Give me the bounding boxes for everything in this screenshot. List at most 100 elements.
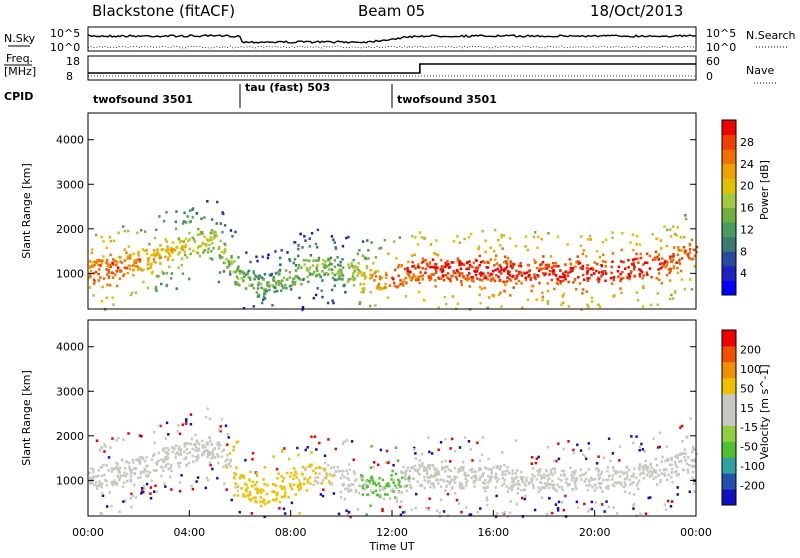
velocity-cell: [439, 440, 443, 444]
velocity-cell: [632, 472, 635, 476]
power-cell: [98, 264, 102, 267]
velocity-cell: [240, 487, 243, 490]
velocity-cell: [309, 482, 312, 485]
velocity-cell: [453, 466, 457, 470]
power-cell: [288, 271, 292, 274]
velocity-cell: [397, 478, 400, 482]
velocity-cell: [635, 435, 638, 438]
freq-unit-label: [MHz]: [4, 65, 36, 78]
power-cell: [612, 278, 615, 282]
power-cell: [575, 261, 578, 264]
velocity-cell: [154, 484, 157, 488]
velocity-cell: [189, 442, 193, 446]
velocity-cell: [683, 448, 687, 452]
power-cell: [661, 257, 664, 260]
power-cell: [416, 243, 420, 246]
velocity-cell: [209, 452, 212, 455]
velocity-cell: [674, 463, 677, 467]
velocity-cell: [167, 448, 171, 452]
velocity-cell: [429, 485, 432, 489]
power-cell: [262, 295, 266, 298]
velocity-cell: [533, 475, 536, 478]
power-cell: [660, 281, 663, 285]
velocity-cell: [178, 481, 182, 484]
velocity-cell: [512, 479, 515, 483]
velocity-cell: [392, 481, 395, 485]
power-cell: [621, 231, 624, 235]
velocity-cell: [425, 468, 428, 471]
power-cell: [665, 264, 669, 267]
colorbar-tick: 16: [740, 202, 754, 215]
power-cell: [129, 264, 132, 268]
power-cell: [466, 274, 469, 277]
velocity-cell: [165, 451, 168, 454]
power-cell: [468, 263, 472, 267]
velocity-cell: [374, 489, 378, 493]
power-cell: [541, 298, 544, 302]
power-cell: [379, 246, 383, 250]
power-cell: [505, 260, 508, 263]
velocity-cell: [656, 446, 660, 449]
power-cell: [102, 255, 105, 258]
power-cell: [286, 251, 289, 254]
xtick-label: 16:00: [477, 526, 509, 539]
velocity-cell: [162, 447, 165, 451]
power-cell: [692, 257, 695, 261]
velocity-cell: [178, 445, 181, 449]
power-cell: [324, 260, 327, 264]
velocity-cell: [357, 491, 361, 495]
power-cell: [195, 212, 199, 215]
velocity-cell: [550, 511, 554, 515]
power-cell: [692, 248, 696, 252]
velocity-cell: [194, 449, 197, 452]
power-cell: [137, 250, 140, 254]
power-cell: [497, 238, 500, 242]
velocity-cell: [205, 441, 208, 445]
velocity-cell: [543, 482, 547, 485]
power-cell: [668, 271, 671, 274]
power-cell: [561, 294, 565, 298]
velocity-cell: [622, 472, 626, 475]
velocity-cell: [240, 474, 243, 477]
velocity-cell: [294, 470, 297, 473]
power-cell: [255, 275, 258, 279]
velocity-cell: [371, 479, 375, 483]
velocity-cell: [515, 502, 518, 506]
power-cell: [440, 258, 443, 262]
velocity-cell: [654, 476, 658, 479]
velocity-cell: [201, 446, 204, 449]
velocity-cell: [426, 476, 430, 479]
velocity-cell: [639, 512, 642, 516]
velocity-cell: [314, 476, 317, 479]
power-cell: [464, 277, 467, 281]
power-cell: [137, 254, 140, 257]
power-cell: [590, 273, 593, 277]
power-cell: [480, 287, 484, 291]
velocity-cell: [549, 468, 553, 472]
velocity-cell: [310, 463, 313, 467]
power-cell: [508, 274, 512, 277]
velocity-cell: [420, 452, 424, 456]
power-cell: [154, 287, 158, 291]
power-cell: [341, 278, 344, 281]
velocity-cell: [254, 496, 257, 499]
velocity-cell: [428, 497, 431, 501]
velocity-cell: [392, 479, 396, 482]
velocity-cell: [571, 488, 575, 491]
power-cell: [336, 255, 339, 259]
power-cell: [263, 272, 267, 276]
velocity-cell: [180, 473, 183, 477]
power-cell: [428, 278, 431, 282]
power-cell: [484, 276, 488, 280]
velocity-cell: [234, 482, 237, 485]
power-cell: [578, 261, 582, 265]
power-cell: [628, 274, 631, 278]
velocity-cell: [572, 451, 575, 455]
power-cell: [382, 286, 385, 290]
velocity-cell: [115, 483, 119, 486]
power-cell: [222, 270, 226, 273]
velocity-cell: [387, 482, 390, 485]
power-cell: [463, 237, 466, 241]
velocity-cell: [422, 466, 426, 469]
velocity-cell: [426, 480, 430, 483]
